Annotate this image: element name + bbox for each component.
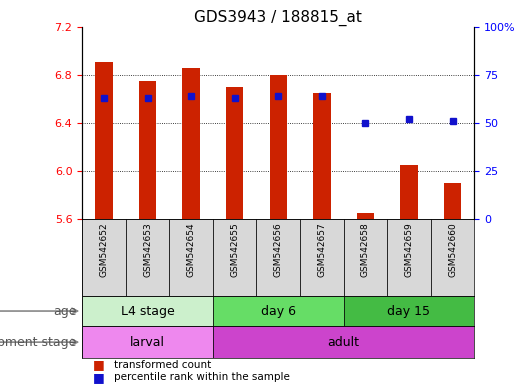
Title: GDS3943 / 188815_at: GDS3943 / 188815_at bbox=[195, 9, 362, 25]
Text: GSM542658: GSM542658 bbox=[361, 222, 370, 277]
Bar bbox=[213, 326, 474, 358]
Text: GSM542657: GSM542657 bbox=[317, 222, 326, 277]
Bar bbox=[431, 219, 474, 296]
Bar bbox=[82, 296, 213, 326]
Text: day 15: day 15 bbox=[387, 305, 430, 318]
Bar bbox=[139, 81, 156, 219]
Text: adult: adult bbox=[328, 336, 360, 349]
Bar bbox=[126, 219, 169, 296]
Bar bbox=[226, 87, 243, 219]
Bar bbox=[343, 296, 474, 326]
Bar bbox=[444, 183, 461, 219]
Bar bbox=[300, 219, 343, 296]
Text: ■: ■ bbox=[93, 358, 104, 371]
Bar bbox=[270, 75, 287, 219]
Bar bbox=[343, 219, 387, 296]
Text: GSM542655: GSM542655 bbox=[230, 222, 239, 277]
Bar bbox=[182, 68, 200, 219]
Bar bbox=[95, 62, 113, 219]
Bar bbox=[213, 219, 257, 296]
Bar bbox=[213, 296, 343, 326]
Bar bbox=[82, 219, 126, 296]
Text: GSM542652: GSM542652 bbox=[100, 222, 109, 276]
Text: percentile rank within the sample: percentile rank within the sample bbox=[114, 372, 290, 382]
Bar bbox=[400, 165, 418, 219]
Bar bbox=[257, 219, 300, 296]
Text: development stage: development stage bbox=[0, 336, 77, 349]
Text: GSM542654: GSM542654 bbox=[187, 222, 196, 276]
Text: L4 stage: L4 stage bbox=[121, 305, 174, 318]
Bar bbox=[313, 93, 331, 219]
Text: day 6: day 6 bbox=[261, 305, 296, 318]
Text: GSM542659: GSM542659 bbox=[404, 222, 413, 277]
Bar bbox=[387, 219, 431, 296]
Bar bbox=[82, 326, 213, 358]
Text: GSM542656: GSM542656 bbox=[274, 222, 282, 277]
Text: GSM542660: GSM542660 bbox=[448, 222, 457, 277]
Text: age: age bbox=[54, 305, 77, 318]
Text: ■: ■ bbox=[93, 371, 104, 384]
Text: transformed count: transformed count bbox=[114, 360, 211, 370]
Bar bbox=[169, 219, 213, 296]
Text: larval: larval bbox=[130, 336, 165, 349]
Text: GSM542653: GSM542653 bbox=[143, 222, 152, 277]
Bar bbox=[357, 213, 374, 219]
